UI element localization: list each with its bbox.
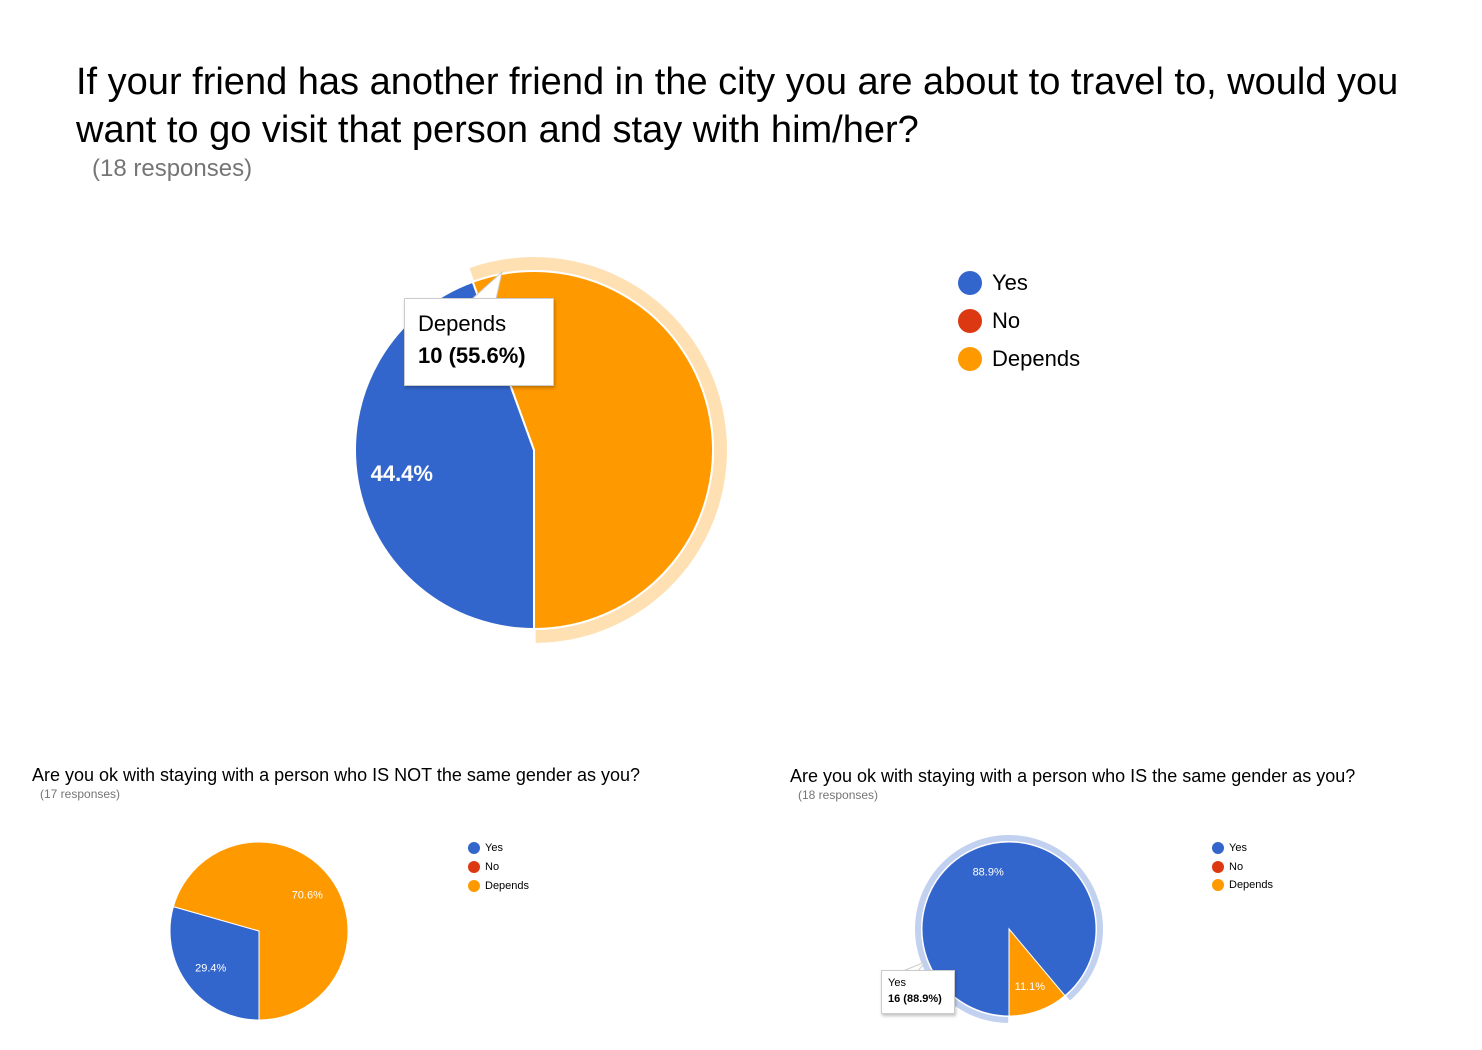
chart-3-tooltip-value: 16 (88.9%) <box>888 993 942 1005</box>
chart-1-legend-item-yes[interactable]: Yes <box>958 270 1028 296</box>
legend-label: No <box>485 861 500 873</box>
chart-2-label-depends: 70.6% <box>292 889 323 901</box>
chart-1-legend-item-depends[interactable]: Depends <box>958 346 1080 372</box>
chart-1-tooltip-value: 10 (55.6%) <box>418 343 526 368</box>
legend-dot-icon <box>958 271 982 295</box>
legend-dot-icon <box>1212 842 1224 854</box>
chart-1: If your friend has another friend in the… <box>76 61 1399 643</box>
chart-3-label-depends: 11.1% <box>1015 981 1046 993</box>
chart-3-title: Are you ok with staying with a person wh… <box>790 766 1356 786</box>
chart-2-legend-item-yes[interactable]: Yes <box>468 842 503 854</box>
chart-3-legend-item-no[interactable]: No <box>1212 860 1244 873</box>
chart-3-legend-item-yes[interactable]: Yes <box>1212 842 1247 854</box>
chart-2-legend-item-depends[interactable]: Depends <box>468 880 529 892</box>
chart-2-responses: (17 responses) <box>40 787 121 801</box>
chart-3-legend-item-depends[interactable]: Depends <box>1212 879 1273 891</box>
chart-1-label-yes: 44.4% <box>371 461 433 486</box>
chart-3-tooltip-name: Yes <box>888 977 906 989</box>
legend-label: No <box>992 308 1021 333</box>
legend-dot-icon <box>468 880 480 892</box>
chart-1-legend-item-no[interactable]: No <box>958 308 1020 334</box>
chart-2-title: Are you ok with staying with a person wh… <box>32 765 640 785</box>
chart-2-label-yes: 29.4% <box>195 962 226 974</box>
chart-1-title: If your friend has another friend in the… <box>76 61 1399 151</box>
chart-1-tooltip: Depends 10 (55.6%) <box>404 298 554 386</box>
chart-3-slice-depends[interactable] <box>1008 927 1066 1017</box>
legend-dot-icon <box>958 347 982 371</box>
chart-3-tooltip: Yes 16 (88.9%) <box>881 970 955 1014</box>
chart-2-legend-item-no[interactable]: No <box>468 861 499 873</box>
legend-dot-icon <box>468 842 480 854</box>
chart-2: Are you ok with staying with a person wh… <box>32 765 640 1021</box>
chart-3-responses: (18 responses) <box>798 788 879 802</box>
chart-1-responses: (18 responses) <box>92 155 253 182</box>
legend-dot-icon <box>1212 860 1224 873</box>
legend-label: Depends <box>992 346 1081 371</box>
legend-dot-icon <box>468 861 480 873</box>
legend-dot-icon <box>1212 879 1224 891</box>
chart-2-pie: 29.4% 70.6% <box>169 841 349 1021</box>
legend-dot-icon <box>958 309 982 333</box>
legend-label: Yes <box>992 270 1028 295</box>
legend-label: No <box>1229 860 1244 873</box>
legend-label: Yes <box>485 842 503 854</box>
chart-1-tooltip-name: Depends <box>418 311 507 336</box>
chart-2-slice-depends[interactable] <box>172 841 349 1021</box>
legend-label: Depends <box>485 880 530 892</box>
legend-label: Depends <box>1229 879 1274 891</box>
chart-2-slice-yes[interactable] <box>169 906 260 1021</box>
legend-label: Yes <box>1229 842 1247 854</box>
chart-3-label-yes: 88.9% <box>973 867 1004 879</box>
